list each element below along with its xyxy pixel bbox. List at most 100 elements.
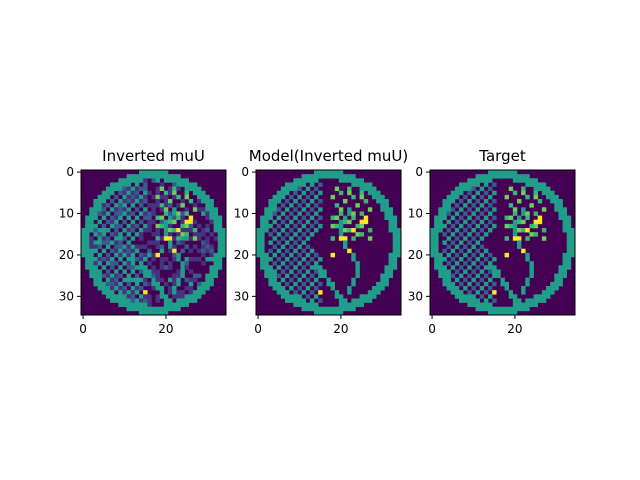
- heatmap-cell: [488, 306, 493, 312]
- heatmap-cell: [276, 207, 282, 212]
- heatmap-cell: [118, 298, 123, 303]
- heatmap-cell: [209, 273, 214, 279]
- heatmap-cell: [467, 294, 472, 299]
- heatmap-cell: [525, 298, 530, 303]
- heatmap-cell: [488, 286, 493, 291]
- heatmap-cell: [380, 277, 385, 283]
- heatmap-cell: [359, 232, 365, 237]
- heatmap-cell: [268, 240, 273, 245]
- heatmap-cell: [134, 244, 140, 250]
- heatmap-cell: [130, 286, 136, 291]
- heatmap-cell: [438, 211, 443, 216]
- heatmap-cell: [322, 269, 327, 274]
- x-tick-label: 0: [428, 322, 436, 336]
- heatmap-cell: [85, 223, 90, 229]
- heatmap-cell: [188, 199, 194, 204]
- heatmap-cell: [105, 277, 111, 283]
- heatmap-cell: [512, 190, 518, 196]
- heatmap-cell: [285, 248, 290, 254]
- heatmap-cell: [392, 261, 398, 266]
- heatmap-cell: [126, 232, 132, 237]
- heatmap-cell: [209, 265, 214, 270]
- heatmap-cell: [268, 281, 273, 287]
- heatmap-cell: [143, 281, 148, 287]
- heatmap-cell: [205, 244, 210, 250]
- heatmap-cell: [276, 257, 282, 262]
- heatmap-cell: [467, 298, 472, 303]
- heatmap-cell: [118, 302, 123, 308]
- heatmap-cell: [529, 298, 534, 303]
- heatmap-cell: [139, 286, 144, 291]
- heatmap-cell: [130, 294, 136, 299]
- heatmap-cell: [172, 194, 177, 200]
- heatmap-cell: [126, 240, 132, 245]
- heatmap-cell: [529, 302, 534, 308]
- heatmap-cell: [318, 306, 323, 312]
- heatmap-cell: [122, 236, 127, 241]
- heatmap-cell: [517, 228, 522, 233]
- heatmap-cell: [101, 265, 107, 270]
- heatmap-cell: [85, 219, 90, 225]
- heatmap-cell: [268, 203, 273, 208]
- heatmap-cell: [338, 190, 344, 196]
- heatmap-cell: [326, 281, 331, 287]
- heatmap-cell: [338, 310, 344, 316]
- heatmap-cell: [172, 248, 177, 254]
- heatmap-cell: [93, 261, 98, 266]
- heatmap-cell: [475, 240, 481, 245]
- heatmap-cell: [89, 265, 94, 270]
- heatmap-cell: [280, 277, 286, 283]
- heatmap-cell: [309, 265, 315, 270]
- heatmap-cell: [309, 302, 315, 308]
- heatmap-cell: [101, 273, 107, 279]
- heatmap-cell: [147, 174, 152, 179]
- heatmap-cell: [201, 252, 206, 258]
- heatmap-cell: [276, 273, 282, 279]
- heatmap-cell: [276, 215, 282, 221]
- heatmap-cell: [475, 306, 481, 312]
- heatmap-cell: [301, 302, 307, 308]
- heatmap-cell: [155, 286, 161, 291]
- heatmap-cell: [101, 215, 107, 221]
- heatmap-cell: [192, 273, 198, 279]
- heatmap-cell: [521, 190, 526, 196]
- heatmap-cell: [442, 207, 447, 212]
- heatmap-cell: [184, 219, 190, 225]
- heatmap-cell: [347, 306, 352, 312]
- heatmap-cell: [459, 281, 464, 287]
- heatmap-cell: [442, 269, 447, 274]
- heatmap-cell: [201, 261, 206, 266]
- heatmap-cell: [172, 228, 177, 233]
- heatmap-cell: [205, 277, 210, 283]
- heatmap-cell: [483, 248, 489, 254]
- heatmap-cell: [163, 178, 169, 183]
- heatmap-cell: [134, 298, 140, 303]
- heatmap-cell: [159, 261, 165, 266]
- heatmap-cell: [264, 252, 269, 258]
- heatmap-cell: [314, 228, 319, 233]
- heatmap-cell: [147, 219, 152, 225]
- heatmap-cell: [309, 215, 315, 221]
- heatmap-cell: [471, 194, 476, 200]
- heatmap-cell: [392, 219, 398, 225]
- heatmap-cells: [256, 170, 402, 316]
- heatmap-cell: [305, 244, 311, 250]
- heatmap-cell: [97, 269, 103, 274]
- heatmap-cell: [139, 232, 144, 237]
- heatmap-cell: [384, 211, 389, 216]
- heatmap-cell: [155, 228, 161, 233]
- heatmap-cell: [188, 186, 194, 192]
- heatmap-cell: [134, 286, 140, 291]
- heatmap-cell: [446, 286, 452, 291]
- heatmap-cell: [97, 277, 103, 283]
- heatmap-cell: [338, 223, 344, 229]
- heatmap-cell: [192, 257, 198, 262]
- heatmap-cell: [126, 199, 132, 204]
- heatmap-cell: [118, 182, 123, 187]
- heatmap-cell: [533, 232, 539, 237]
- heatmap-cell: [97, 207, 103, 212]
- heatmap-cell: [168, 228, 173, 233]
- heatmap-cell: [363, 294, 369, 299]
- heatmap-cell: [126, 194, 132, 200]
- heatmap-cell: [434, 228, 439, 233]
